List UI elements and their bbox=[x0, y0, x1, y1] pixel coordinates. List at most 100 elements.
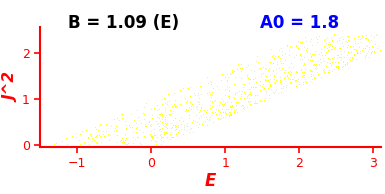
Point bbox=[374, 33, 380, 36]
Point bbox=[324, 36, 330, 39]
Point bbox=[229, 105, 235, 108]
Point bbox=[126, 126, 132, 129]
Point bbox=[221, 103, 227, 106]
Point bbox=[313, 62, 319, 65]
Point bbox=[222, 76, 228, 79]
Point bbox=[195, 92, 201, 95]
Point bbox=[326, 69, 332, 72]
Point bbox=[222, 112, 228, 115]
Point bbox=[300, 81, 306, 84]
Point bbox=[377, 48, 383, 51]
Point bbox=[310, 74, 316, 77]
Point bbox=[278, 47, 284, 50]
Point bbox=[308, 69, 314, 73]
Point bbox=[347, 44, 353, 47]
Point bbox=[228, 113, 234, 117]
Point bbox=[238, 62, 244, 66]
Point bbox=[213, 113, 219, 116]
Point bbox=[172, 125, 178, 128]
Point bbox=[103, 123, 109, 126]
Point bbox=[149, 136, 155, 139]
Point bbox=[248, 93, 254, 96]
Point bbox=[140, 131, 146, 134]
Point bbox=[199, 120, 206, 124]
Point bbox=[148, 123, 154, 126]
Point bbox=[333, 39, 340, 42]
Point bbox=[285, 71, 291, 74]
Point bbox=[161, 96, 167, 100]
Point bbox=[164, 135, 170, 138]
Point bbox=[157, 112, 163, 115]
Point bbox=[175, 125, 181, 128]
Point bbox=[321, 38, 327, 42]
Point bbox=[347, 55, 353, 59]
Point bbox=[368, 50, 374, 54]
Point bbox=[272, 55, 278, 58]
Point bbox=[288, 71, 294, 74]
Point bbox=[196, 116, 202, 119]
Point bbox=[348, 56, 355, 59]
Point bbox=[150, 135, 156, 138]
Point bbox=[165, 93, 171, 96]
Point bbox=[240, 103, 246, 106]
Point bbox=[287, 80, 293, 83]
Point bbox=[196, 103, 203, 106]
Point bbox=[220, 105, 226, 108]
Point bbox=[167, 113, 173, 116]
Point bbox=[283, 75, 290, 78]
Point bbox=[331, 47, 337, 50]
Point bbox=[219, 107, 226, 110]
Point bbox=[374, 46, 380, 49]
Point bbox=[244, 100, 251, 103]
Point bbox=[173, 104, 179, 107]
Point bbox=[135, 135, 141, 139]
Point bbox=[358, 36, 364, 39]
Point bbox=[297, 57, 303, 60]
Point bbox=[151, 127, 157, 130]
Point bbox=[169, 112, 176, 115]
Point bbox=[123, 127, 129, 130]
Point bbox=[77, 133, 83, 136]
Point bbox=[311, 52, 317, 55]
Point bbox=[122, 133, 128, 136]
Point bbox=[333, 66, 340, 69]
Point bbox=[315, 60, 321, 63]
Point bbox=[366, 48, 372, 51]
Point bbox=[245, 63, 251, 66]
Point bbox=[141, 106, 147, 109]
Point bbox=[251, 70, 257, 73]
Point bbox=[207, 80, 213, 83]
Point bbox=[194, 107, 200, 110]
Point bbox=[308, 55, 315, 58]
Point bbox=[133, 126, 139, 129]
Point bbox=[267, 83, 273, 86]
Point bbox=[123, 127, 129, 130]
Point bbox=[152, 142, 159, 145]
Point bbox=[156, 129, 162, 132]
Point bbox=[317, 57, 323, 61]
Point bbox=[323, 64, 329, 68]
Point bbox=[85, 135, 91, 139]
Point bbox=[278, 68, 284, 71]
Point bbox=[119, 112, 125, 115]
Point bbox=[168, 135, 174, 138]
Point bbox=[325, 43, 331, 46]
Point bbox=[244, 97, 250, 100]
Point bbox=[137, 121, 144, 124]
Point bbox=[263, 92, 270, 95]
Point bbox=[137, 141, 143, 144]
Point bbox=[133, 131, 139, 134]
Point bbox=[338, 55, 344, 58]
Point bbox=[303, 48, 309, 51]
Point bbox=[353, 49, 359, 52]
Point bbox=[225, 108, 231, 111]
Point bbox=[342, 63, 348, 67]
Point bbox=[204, 92, 211, 95]
Point bbox=[296, 82, 302, 85]
Point bbox=[244, 74, 250, 77]
Point bbox=[172, 124, 179, 127]
Point bbox=[363, 53, 370, 56]
Point bbox=[114, 140, 121, 144]
Point bbox=[304, 50, 310, 54]
Point bbox=[362, 36, 368, 39]
